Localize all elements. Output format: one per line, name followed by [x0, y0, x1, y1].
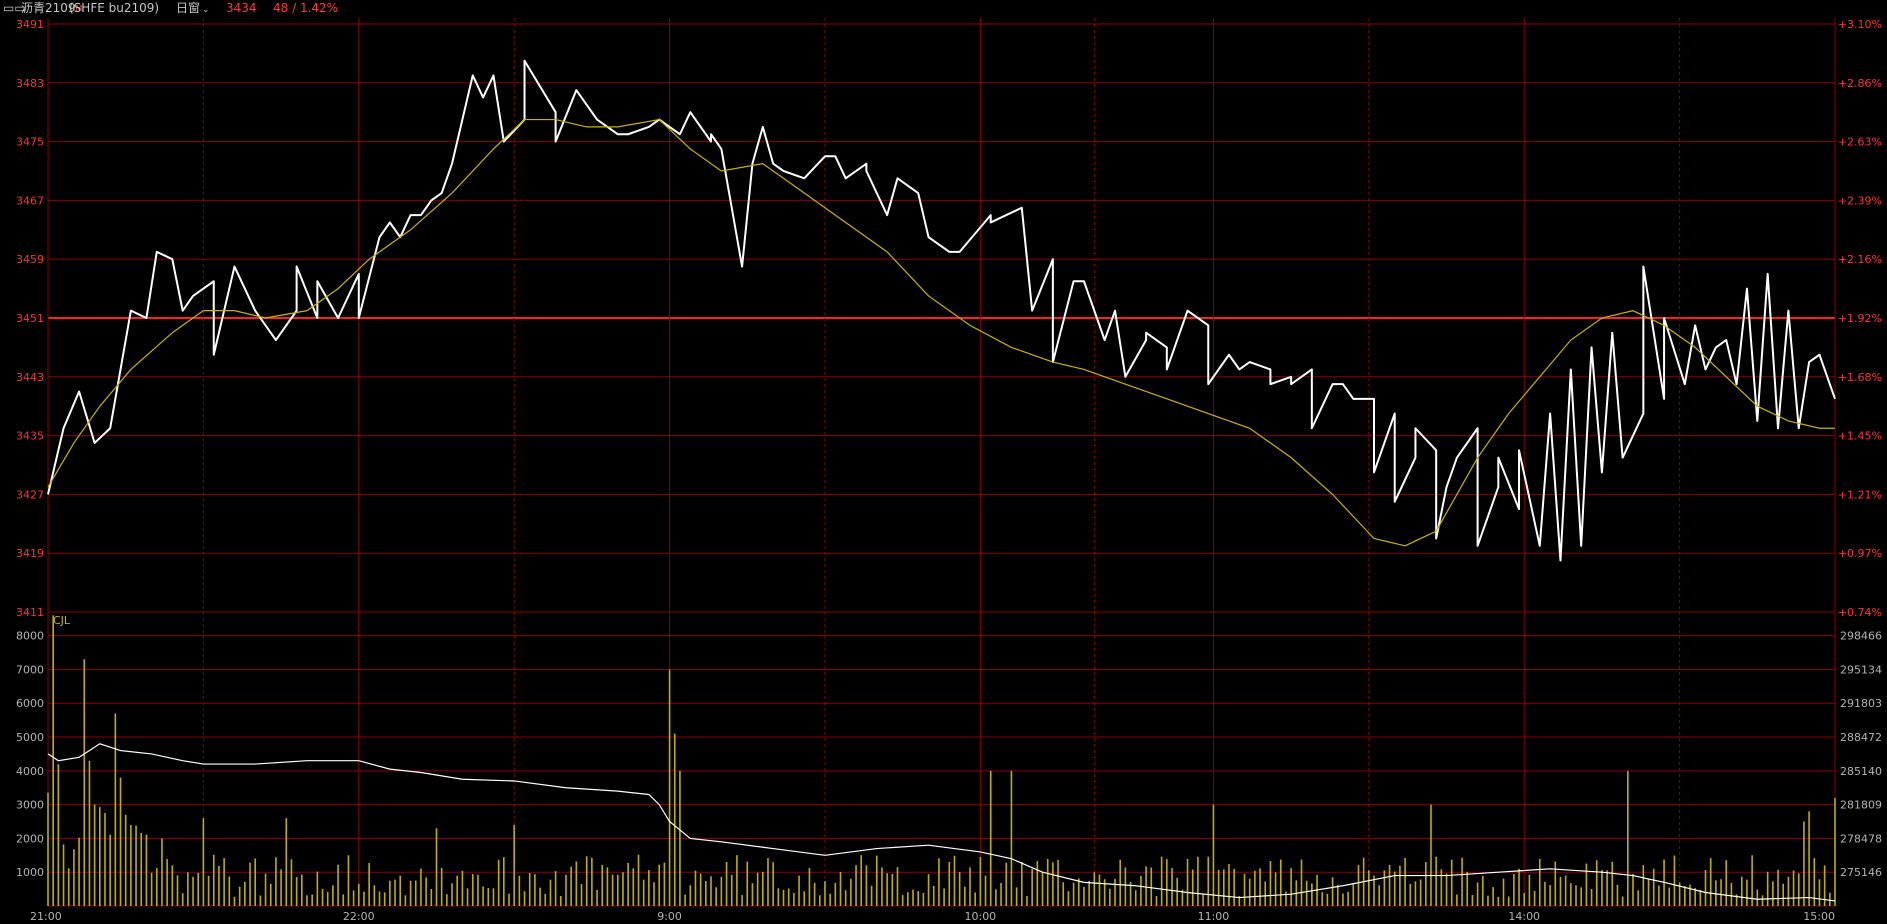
time-tick-label: 11:00: [1198, 910, 1230, 923]
oi-tick-label: 291803: [1840, 697, 1882, 710]
volume-tick-label: 5000: [16, 731, 44, 744]
instrument-code: (SHFE bu2109): [69, 1, 160, 15]
volume-bars: [47, 615, 1836, 906]
volume-tick-label: 4000: [16, 765, 44, 778]
time-tick-label: 9:00: [657, 910, 682, 923]
percent-tick-label: +1.92%: [1838, 312, 1882, 325]
percent-tick-label: +3.10%: [1838, 18, 1882, 31]
chevron-down-icon: ⌄: [202, 5, 210, 15]
percent-tick-label: +2.63%: [1838, 136, 1882, 149]
price-tick-label: 3419: [16, 547, 44, 560]
price-tick-label: 3475: [16, 136, 44, 149]
price-tick-label: 3427: [16, 488, 44, 501]
price-tick-label: 3411: [16, 606, 44, 619]
percent-tick-label: +1.21%: [1838, 488, 1882, 501]
price-tick-label: 3491: [16, 18, 44, 31]
price-tick-label: 3483: [16, 77, 44, 90]
volume-tick-label: 6000: [16, 697, 44, 710]
oi-tick-label: 285140: [1840, 765, 1882, 778]
volume-title: CJL: [53, 614, 71, 627]
chart-header: ▭▭ 沥青2109M (SHFE bu2109) 日窗 ⌄ 3434 48 / 1…: [0, 0, 1887, 18]
instrument-name[interactable]: 沥青2109M: [21, 0, 82, 17]
time-tick-label: 14:00: [1508, 910, 1540, 923]
volume-tick-label: 8000: [16, 630, 44, 643]
open-interest-line: [47, 743, 1836, 902]
instrument-name-text: 沥青2109: [21, 1, 76, 15]
price-line: [47, 59, 1836, 562]
window-label: 日窗: [176, 1, 201, 15]
window-select[interactable]: 日窗 ⌄: [176, 0, 210, 19]
price-tick-label: 3459: [16, 253, 44, 266]
average-price-line: [47, 118, 1835, 547]
chart-axes: 3491 +3.10% 3483 +2.86% 3475 +2.63% 3467 +2.39%…: [16, 18, 1882, 923]
price-tick-label: 3443: [16, 371, 44, 384]
time-tick-label: 10:00: [964, 910, 996, 923]
percent-tick-label: +2.39%: [1838, 194, 1882, 207]
oi-tick-label: 288472: [1840, 731, 1882, 744]
oi-tick-label: 295134: [1840, 663, 1882, 676]
price-tick-label: 3467: [16, 194, 44, 207]
menu-icon[interactable]: ▭▭: [3, 1, 26, 15]
time-tick-label: 15:00: [1803, 910, 1835, 923]
percent-tick-label: +1.68%: [1838, 371, 1882, 384]
price-tick-label: 3435: [16, 430, 44, 443]
price-tick-label: 3451: [16, 312, 44, 325]
oi-tick-label: 278478: [1840, 832, 1882, 845]
oi-tick-label: 275146: [1840, 866, 1882, 879]
instrument-name-sup: M: [75, 4, 83, 13]
percent-tick-label: +0.97%: [1838, 547, 1882, 560]
time-tick-label: 22:00: [343, 910, 375, 923]
chart-grid: [47, 18, 1836, 907]
price-change: 48 / 1.42%: [273, 1, 339, 15]
volume-tick-label: 1000: [16, 866, 44, 879]
volume-tick-label: 7000: [16, 663, 44, 676]
volume-tick-label: 3000: [16, 799, 44, 812]
oi-tick-label: 298466: [1840, 630, 1882, 643]
chart-lines: [47, 59, 1836, 902]
percent-tick-label: +2.86%: [1838, 77, 1882, 90]
percent-tick-label: +1.45%: [1838, 430, 1882, 443]
percent-tick-label: +0.74%: [1838, 606, 1882, 619]
time-tick-label: 21:00: [30, 910, 62, 923]
percent-tick-label: +2.16%: [1838, 253, 1882, 266]
last-price: 3434: [226, 1, 257, 15]
oi-tick-label: 281809: [1840, 799, 1882, 812]
volume-tick-label: 2000: [16, 832, 44, 845]
